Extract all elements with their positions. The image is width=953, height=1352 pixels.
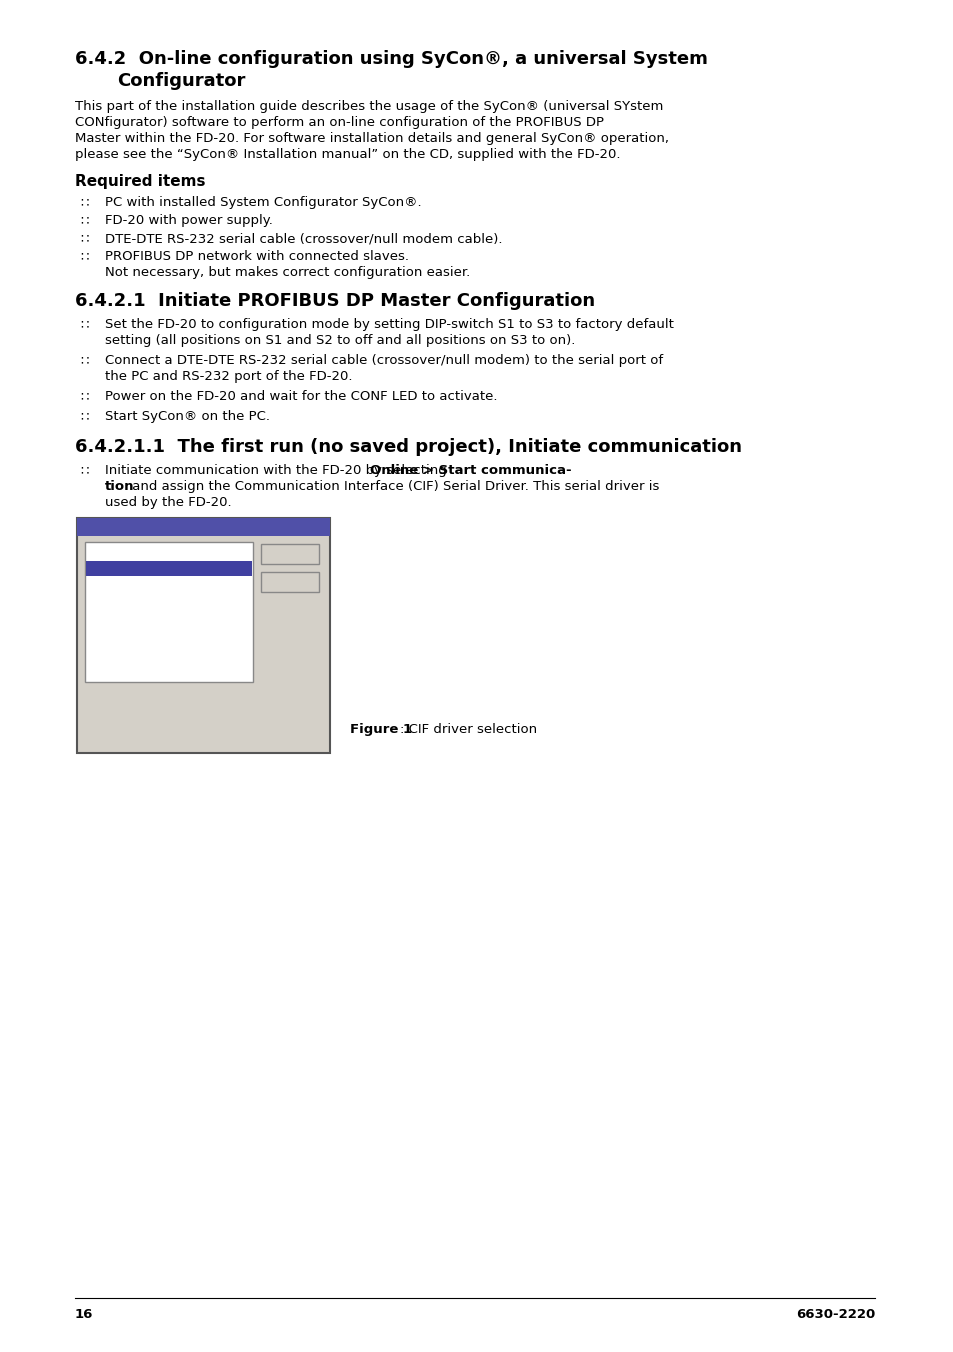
Text: ∷: ∷ — [80, 410, 89, 423]
Text: CONfigurator) software to perform an on-line configuration of the PROFIBUS DP: CONfigurator) software to perform an on-… — [75, 116, 603, 128]
Text: Date: Date — [85, 721, 112, 730]
Text: 6.4.2.1.1  The first run (no saved project), Initiate communication: 6.4.2.1.1 The first run (no saved projec… — [75, 438, 741, 456]
Text: PROFIBUS DP network with connected slaves.: PROFIBUS DP network with connected slave… — [105, 250, 409, 264]
Text: Set the FD-20 to configuration mode by setting DIP-switch S1 to S3 to factory de: Set the FD-20 to configuration mode by s… — [105, 318, 673, 331]
Text: Functions: Functions — [85, 735, 138, 745]
Bar — [261, 544, 318, 564]
Text: Version: Version — [85, 704, 126, 715]
Text: Connect a DTE-DTE RS-232 serial cable (crossover/null modem) to the serial port : Connect a DTE-DTE RS-232 serial cable (c… — [105, 354, 662, 366]
Text: ∷: ∷ — [80, 250, 89, 264]
Text: 6.4.2  On-line configuration using SyCon®, a universal System: 6.4.2 On-line configuration using SyCon®… — [75, 50, 707, 68]
Text: Online > Start communica-: Online > Start communica- — [370, 464, 571, 477]
Text: x: x — [314, 521, 321, 530]
Bar — [86, 561, 252, 576]
Text: Master within the FD-20. For software installation details and general SyCon® op: Master within the FD-20. For software in… — [75, 132, 668, 145]
Text: ∷: ∷ — [80, 233, 89, 245]
Text: : CIF driver selection: : CIF driver selection — [399, 723, 537, 735]
Bar — [77, 518, 330, 753]
Text: CIF Device Driver: CIF Device Driver — [89, 548, 186, 557]
Text: PC with installed System Configurator SyCon®.: PC with installed System Configurator Sy… — [105, 196, 421, 210]
Text: setting (all positions on S1 and S2 to off and all positions on S3 to on).: setting (all positions on S1 and S2 to o… — [105, 334, 575, 347]
Text: Not necessary, but makes correct configuration easier.: Not necessary, but makes correct configu… — [105, 266, 470, 279]
Text: ∷: ∷ — [80, 389, 89, 403]
Bar — [261, 572, 318, 592]
Text: Feb 25 2002: Feb 25 2002 — [154, 721, 224, 730]
Text: DTE-DTE RS-232 serial cable (crossover/null modem cable).: DTE-DTE RS-232 serial cable (crossover/n… — [105, 233, 502, 245]
Text: ∷: ∷ — [80, 354, 89, 366]
Text: Configurator: Configurator — [117, 72, 245, 91]
Text: ∷: ∷ — [80, 214, 89, 227]
Text: Power on the FD-20 and wait for the CONF LED to activate.: Power on the FD-20 and wait for the CONF… — [105, 389, 497, 403]
Text: 16: 16 — [75, 1307, 93, 1321]
Text: and assign the Communication Interface (CIF) Serial Driver. This serial driver i: and assign the Communication Interface (… — [128, 480, 659, 493]
Text: please see the “SyCon® Installation manual” on the CD, supplied with the FD-20.: please see the “SyCon® Installation manu… — [75, 147, 619, 161]
Text: ∷: ∷ — [80, 196, 89, 210]
Text: CIF TCP/IP Driver: CIF TCP/IP Driver — [89, 579, 182, 589]
Text: used by the FD-20.: used by the FD-20. — [105, 496, 232, 508]
Text: This part of the installation guide describes the usage of the SyCon® (universal: This part of the installation guide desc… — [75, 100, 662, 114]
Text: Initiate communication with the FD-20 by selecting: Initiate communication with the FD-20 by… — [105, 464, 451, 477]
Text: the PC and RS-232 port of the FD-20.: the PC and RS-232 port of the FD-20. — [105, 370, 352, 383]
Text: Driver select: Driver select — [82, 522, 162, 531]
Text: 5: 5 — [154, 735, 162, 745]
Text: Vendor: Vendor — [85, 690, 124, 700]
Text: Figure 1: Figure 1 — [350, 723, 412, 735]
Text: Start SyCon® on the PC.: Start SyCon® on the PC. — [105, 410, 270, 423]
Text: ∷: ∷ — [80, 464, 89, 477]
Text: 6.4.2.1  Initiate PROFIBUS DP Master Configuration: 6.4.2.1 Initiate PROFIBUS DP Master Conf… — [75, 292, 595, 310]
Text: FD-20 with power supply.: FD-20 with power supply. — [105, 214, 273, 227]
Text: tion: tion — [105, 480, 134, 493]
Text: 6630-2220: 6630-2220 — [795, 1307, 874, 1321]
Bar — [77, 518, 330, 535]
Text: Hilscher GmbH: Hilscher GmbH — [154, 690, 238, 700]
Text: Assign: Assign — [272, 549, 308, 558]
Text: V1.113: V1.113 — [154, 704, 194, 715]
Text: CIF Serial Driver: CIF Serial Driver — [89, 562, 179, 573]
Text: ∷: ∷ — [80, 318, 89, 331]
Text: Required items: Required items — [75, 174, 205, 189]
Text: Close: Close — [274, 577, 305, 587]
Bar — [85, 542, 253, 681]
